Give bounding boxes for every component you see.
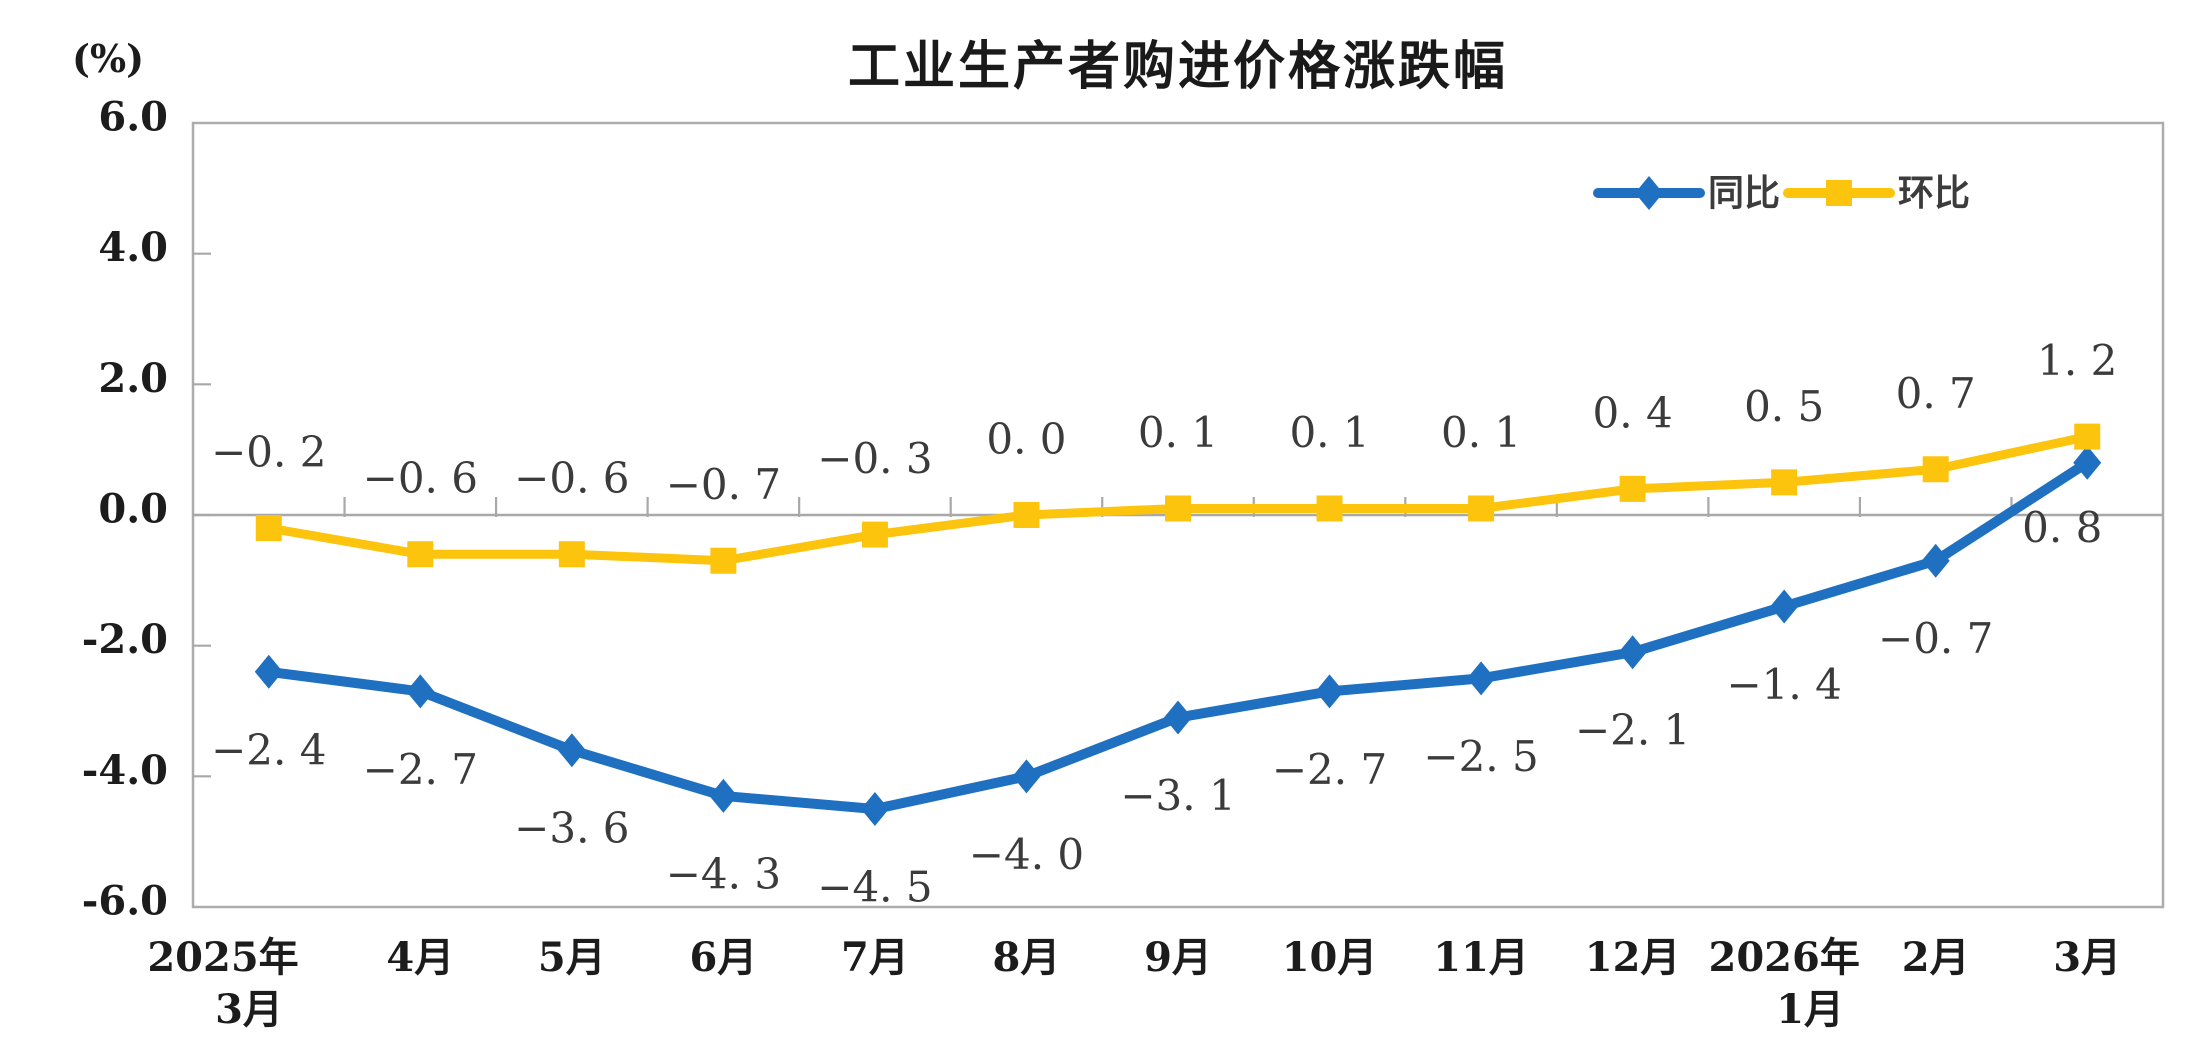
yoy-marker-diamond	[1467, 661, 1496, 696]
mom-marker-square	[710, 547, 737, 574]
x-axis-label: 5月	[538, 934, 606, 981]
yoy-data-label: −4. 3	[666, 849, 781, 898]
yoy-data-label: −2. 7	[1272, 745, 1387, 794]
yoy-marker-diamond	[557, 733, 586, 768]
x-axis-label-line1: 3月	[2053, 934, 2121, 981]
y-axis-label: 6.0	[98, 94, 168, 141]
mom-data-label: 0. 0	[986, 415, 1066, 464]
mom-data-label: 0. 4	[1593, 388, 1673, 437]
yoy-marker-diamond	[860, 792, 889, 826]
x-axis-label: 3月	[2053, 934, 2121, 981]
mom-marker-square	[255, 515, 282, 542]
mom-data-label: 0. 1	[1138, 408, 1218, 457]
x-axis-label-line2: 3月	[215, 986, 283, 1033]
yoy-data-label: −4. 5	[817, 863, 932, 912]
yoy-data-label: −1. 4	[1726, 660, 1841, 709]
yoy-data-label: −2. 4	[211, 725, 326, 774]
y-axis-label: -6.0	[82, 878, 168, 925]
x-axis-label-line1: 12月	[1585, 934, 1681, 981]
mom-marker-square	[861, 521, 888, 548]
mom-marker-square	[1619, 475, 1646, 502]
yoy-marker-diamond	[1618, 635, 1647, 670]
mom-data-label: 0. 7	[1896, 369, 1976, 418]
yoy-marker-diamond	[2073, 445, 2102, 480]
mom-marker-square	[1316, 495, 1343, 522]
mom-marker-square	[1013, 502, 1040, 528]
yoy-marker-diamond	[1315, 674, 1344, 709]
legend-mom-marker	[1826, 180, 1852, 206]
y-axis-label: 0.0	[98, 486, 168, 533]
yoy-data-label: −2. 5	[1423, 732, 1538, 781]
yoy-marker-diamond	[1921, 543, 1950, 578]
yoy-marker-diamond	[1770, 589, 1799, 624]
x-axis-label-line1: 2月	[1902, 934, 1970, 981]
mom-data-label: −0. 6	[514, 454, 629, 503]
legend-yoy-marker	[1635, 176, 1663, 210]
x-axis-label-line1: 2026年	[1708, 934, 1859, 981]
mom-marker-square	[1922, 456, 1949, 483]
mom-data-label: 1. 2	[2037, 336, 2117, 385]
chart-title: 工业生产者购进价格涨跌幅	[847, 37, 1508, 97]
legend-mom-label: 环比	[1898, 172, 1970, 214]
mom-marker-square	[558, 541, 585, 568]
x-axis-label: 9月	[1144, 934, 1212, 981]
y-axis-label: -4.0	[82, 747, 168, 794]
mom-marker-square	[1165, 495, 1191, 522]
mom-data-label: −0. 3	[817, 434, 932, 483]
mom-data-label: 0. 1	[1289, 408, 1369, 457]
yoy-data-label: −2. 7	[363, 745, 478, 794]
yoy-data-label: 0. 8	[2022, 503, 2102, 552]
yoy-marker-diamond	[254, 654, 283, 689]
x-axis-label: 4月	[386, 934, 454, 981]
yoy-data-label: −3. 6	[514, 804, 629, 853]
yoy-marker-diamond	[709, 778, 738, 813]
x-axis-label-line1: 6月	[689, 934, 757, 981]
y-axis-label: 2.0	[98, 355, 168, 402]
mom-data-label: −0. 2	[211, 428, 326, 477]
yoy-data-label: −0. 7	[1878, 614, 1993, 663]
x-axis-label: 2026年 1月	[1708, 934, 1859, 1033]
x-axis-label: 7月	[841, 934, 909, 981]
mom-marker-square	[407, 541, 434, 568]
x-axis-label-line1: 5月	[538, 934, 606, 981]
x-axis-label: 2025年 3月	[147, 934, 298, 1033]
x-axis-label-line1: 2025年	[147, 934, 298, 981]
mom-data-label: 0. 5	[1744, 382, 1824, 431]
x-axis-label-line1: 11月	[1433, 934, 1529, 981]
legend-yoy-label: 同比	[1708, 172, 1780, 214]
yoy-marker-diamond	[1012, 759, 1041, 794]
mom-marker-square	[2074, 423, 2101, 450]
yoy-marker-diamond	[1164, 700, 1192, 735]
y-axis-label: 4.0	[98, 224, 168, 271]
x-axis-label-line1: 10月	[1282, 934, 1378, 981]
x-axis-label: 10月	[1282, 934, 1378, 981]
mom-marker-square	[1468, 495, 1495, 522]
yoy-marker-diamond	[406, 674, 435, 709]
mom-marker-square	[1771, 469, 1798, 496]
mom-data-label: 0. 1	[1441, 408, 1521, 457]
yoy-data-label: −3. 1	[1120, 771, 1235, 820]
mom-data-label: −0. 7	[666, 460, 781, 509]
x-axis-label: 12月	[1585, 934, 1681, 981]
x-axis-label: 6月	[689, 934, 757, 981]
yoy-data-label: −4. 0	[969, 830, 1084, 879]
mom-data-label: −0. 6	[363, 454, 478, 503]
x-axis-label: 8月	[993, 934, 1061, 981]
x-axis-label-line1: 9月	[1144, 934, 1212, 981]
yoy-data-label: −2. 1	[1575, 706, 1690, 755]
x-axis-label-line1: 8月	[993, 934, 1061, 981]
x-axis-label-line2: 1月	[1776, 986, 1844, 1033]
x-axis-label: 11月	[1433, 934, 1529, 981]
x-axis-label-line1: 7月	[841, 934, 909, 981]
y-axis-unit-label: (%)	[72, 36, 145, 81]
x-axis-label: 2月	[1902, 934, 1970, 981]
x-axis-label-line1: 4月	[386, 934, 454, 981]
y-axis-label: -2.0	[82, 616, 168, 663]
